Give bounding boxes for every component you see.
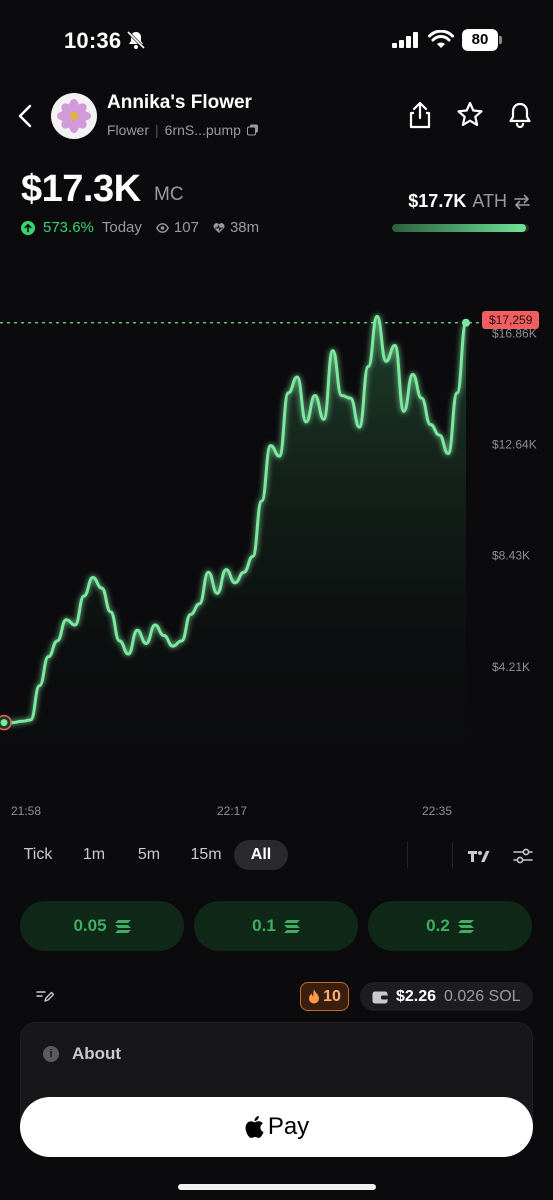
watchers-stat: 107 [155, 219, 199, 236]
token-age: 38m [229, 219, 260, 236]
wallet-usd: $2.26 [396, 987, 437, 1005]
info-icon: i [43, 1046, 59, 1062]
fire-chip[interactable]: 10 [300, 982, 349, 1011]
eye-icon [155, 222, 169, 233]
stats-row: 573.6% Today 107 38m [21, 219, 259, 236]
wallet-sol: 0.026 SOL [444, 987, 521, 1005]
price-chart[interactable]: $16.86K $12.64K $8.43K $4.21K 21:58 22:17 22:3… [0, 290, 553, 820]
edit-icon[interactable] [36, 988, 54, 1004]
ath-value: $17.7K [408, 191, 467, 211]
y-tick-label: $16.86K [492, 326, 537, 340]
separator: | [155, 122, 159, 138]
fire-icon [309, 989, 320, 1004]
apple-pay-label: Pay [267, 1113, 310, 1140]
token-ticker: Flower [107, 122, 150, 138]
market-cap-unit: MC [154, 184, 184, 205]
quick-buy-amount: 0.1 [252, 916, 276, 935]
y-tick-label: $8.43K [492, 549, 530, 563]
battery-tip [499, 36, 502, 44]
apple-pay-button[interactable]: Pay [20, 1097, 533, 1157]
token-address[interactable]: 6rnS...pump [164, 122, 241, 138]
tradingview-icon[interactable] [468, 849, 490, 863]
wifi-icon [428, 30, 454, 48]
timeframe-tick[interactable]: Tick [23, 846, 53, 863]
bell-off-icon [126, 30, 146, 50]
quick-buy-0-05[interactable]: 0.05 [20, 901, 184, 951]
token-name: Annika's Flower [107, 92, 252, 113]
arrow-up-circle-icon [21, 220, 35, 235]
quick-buy-amount: 0.2 [426, 916, 450, 935]
status-bar: 10:36 80 [0, 0, 553, 80]
solana-icon [283, 919, 300, 933]
quick-buy-0-1[interactable]: 0.1 [194, 901, 358, 951]
battery-level: 80 [462, 29, 498, 51]
token-subtitle: Flower | 6rnS...pump [107, 122, 259, 138]
y-tick-label: $12.64K [492, 438, 537, 452]
sliders-icon[interactable] [513, 846, 533, 866]
timeframe-bar: Tick 1m 5m 15m All [0, 838, 553, 874]
x-tick-label: 22:17 [217, 804, 247, 818]
battery-indicator: 80 [462, 29, 502, 51]
ath-progress-bar [392, 224, 529, 232]
copy-icon[interactable] [246, 124, 259, 136]
fire-count: 10 [323, 987, 341, 1005]
ath-label: ATH [472, 191, 507, 211]
timeframe-all[interactable]: All [234, 840, 288, 870]
ath-progress-fill [392, 224, 527, 232]
star-icon[interactable] [456, 100, 484, 130]
cellular-signal-icon [392, 32, 418, 48]
current-price-tag: $17,259 [482, 311, 540, 329]
timeframe-5m[interactable]: 5m [137, 846, 161, 863]
chart-area-fill [4, 316, 466, 778]
swap-icon[interactable] [513, 194, 531, 210]
change-percent: 573.6% [43, 219, 94, 236]
x-tick-label: 21:58 [11, 804, 41, 818]
change-period: Today [101, 219, 142, 236]
token-avatar[interactable] [51, 93, 97, 139]
watchers-count: 107 [173, 219, 199, 236]
divider [452, 842, 453, 868]
bell-icon[interactable] [506, 100, 534, 130]
ath-display[interactable]: $17.7K ATH [408, 191, 531, 212]
wallet-balance[interactable]: $2.26 0.026 SOL [360, 982, 533, 1011]
wallet-icon [372, 991, 388, 1003]
status-time: 10:36 [64, 28, 122, 53]
timeframe-15m[interactable]: 15m [190, 846, 222, 863]
solana-icon [114, 919, 131, 933]
about-title: About [72, 1044, 122, 1063]
home-indicator [178, 1184, 376, 1190]
solana-icon [457, 919, 474, 933]
age-stat: 38m [213, 219, 259, 236]
quick-buy-0-2[interactable]: 0.2 [368, 901, 532, 951]
y-tick-label: $4.21K [492, 660, 530, 674]
apple-icon [245, 1116, 264, 1138]
market-cap-value: $17.3K [21, 168, 141, 210]
timeframe-1m[interactable]: 1m [82, 846, 106, 863]
flower-icon [57, 99, 91, 133]
start-marker-inner [0, 719, 8, 727]
x-tick-label: 22:35 [422, 804, 452, 818]
price-series-line [4, 314, 468, 725]
divider [407, 842, 408, 868]
chevron-left-icon[interactable] [14, 100, 38, 132]
share-icon[interactable] [406, 100, 434, 130]
current-price-dot [462, 318, 470, 327]
heartbeat-icon [213, 222, 225, 233]
quick-buy-amount: 0.05 [73, 916, 107, 935]
